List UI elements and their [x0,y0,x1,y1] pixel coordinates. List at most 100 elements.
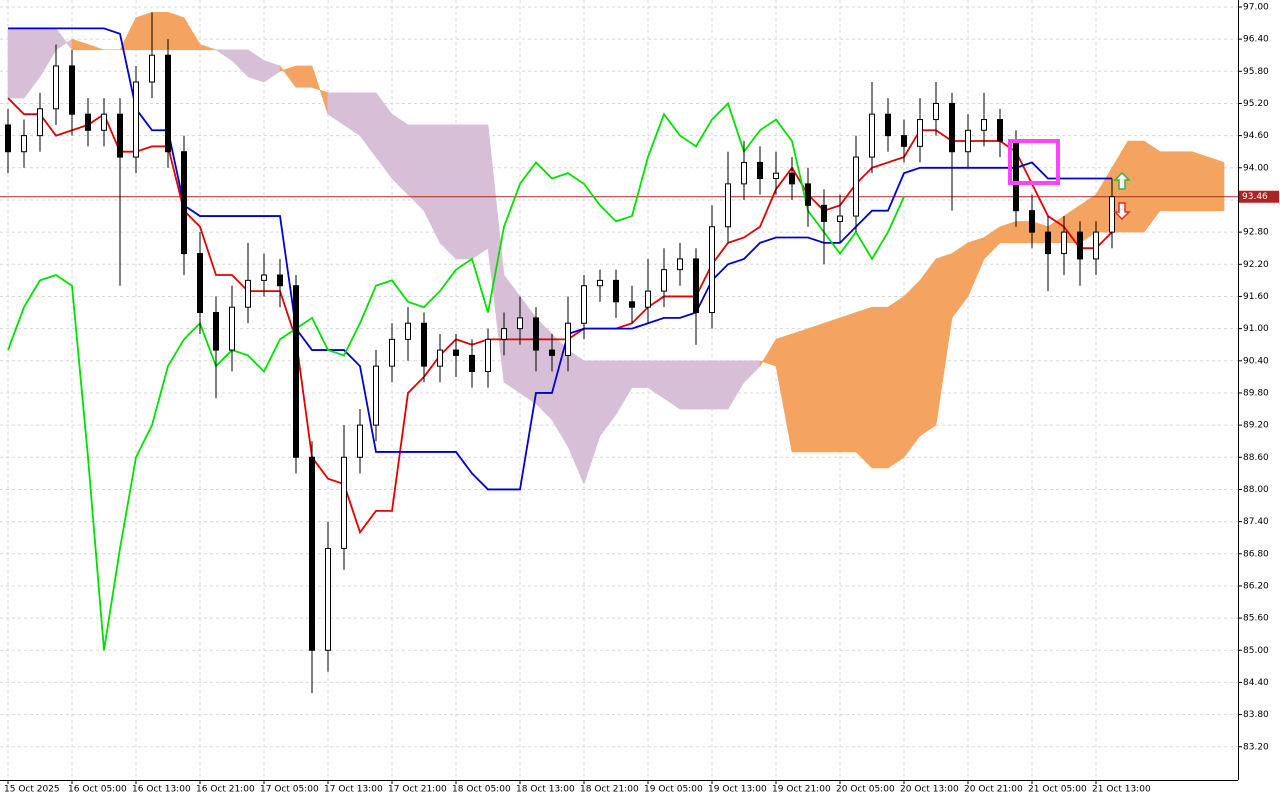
indicator-line [7,97,1113,535]
candle-body [197,253,203,314]
candle-body [453,349,459,356]
price-label-box [1239,190,1279,203]
x-tick-label: 16 Oct 05:00 [68,785,127,795]
candle-body [1061,231,1067,255]
cloud-segment [167,11,185,51]
candle-body [165,54,171,153]
cloud-segment [1127,140,1145,233]
candle-body [261,274,267,281]
y-tick-label: 88.60 [1243,453,1269,463]
x-tick-label: 17 Oct 21:00 [388,785,447,795]
candle-body [181,151,187,255]
cloud-segment [631,360,649,388]
grid [0,0,1238,780]
candle-body [133,81,139,158]
candle-body [981,119,987,131]
candle-body [69,65,75,115]
y-tick-label: 91.00 [1243,324,1269,334]
x-tick-label: 19 Oct 05:00 [644,785,703,795]
candle-body [149,54,155,83]
y-tick-label: 87.40 [1243,517,1269,527]
x-tick-label: 17 Oct 05:00 [260,785,319,795]
y-tick-label: 89.80 [1243,388,1269,398]
candle-body [213,312,219,351]
candle-body [389,338,395,367]
candle-body [357,424,363,458]
cloud-segment [87,44,105,51]
candle-body [789,172,795,185]
x-tick-label: 19 Oct 21:00 [772,785,831,795]
candle-body [373,365,379,426]
y-tick-label: 85.60 [1243,614,1269,624]
candle-body [405,322,411,340]
candle-body [1109,196,1115,233]
candle-body [677,258,683,271]
candle-body [901,135,907,147]
candle-body [837,215,843,222]
candle-body [613,279,619,303]
candle-body [1045,231,1051,255]
candle-body [277,274,283,287]
x-tick-label: 19 Oct 13:00 [708,785,767,795]
y-tick-label: 91.60 [1243,292,1269,302]
cloud-segment [903,279,921,459]
candle-body [709,226,715,314]
x-tick-label: 18 Oct 13:00 [516,785,575,795]
candle-body [629,301,635,308]
down-arrow [1113,202,1131,221]
cloud-segment [1191,151,1209,211]
candle-body [949,102,955,153]
candle-body [1077,231,1083,260]
candle-body [645,290,651,308]
cloud-segment [135,11,153,51]
price-label: 93.46 [1242,192,1268,202]
x-tick-label: 20 Oct 13:00 [900,785,959,795]
candle-body [869,113,875,158]
y-tick-label: 86.20 [1243,581,1269,591]
candle-body [1093,231,1099,260]
candle-body [821,204,827,222]
cloud-segment [439,124,457,260]
y-tick-label: 92.80 [1243,228,1269,238]
candle-body [533,317,539,351]
candle-body [341,456,347,549]
overlay [1008,139,1131,221]
candle-body [1029,210,1035,233]
candle-body [581,285,587,324]
candle-body [757,161,763,180]
x-tick-label: 20 Oct 05:00 [836,785,895,795]
y-tick-label: 88.00 [1243,485,1269,495]
candle-body [309,456,315,651]
cloud-segment [823,317,841,453]
candle-body [501,328,507,340]
cloud-segment [919,258,937,437]
indicator-lines [0,27,1238,651]
candle-body [101,113,107,131]
cloud-segment [711,360,729,410]
y-tick-label: 97.00 [1243,2,1269,12]
cloud-segment [791,328,809,453]
x-tick-label: 18 Oct 05:00 [452,785,511,795]
candle-body [725,183,731,228]
y-tick-label: 94.60 [1243,131,1269,141]
candle-body [773,172,779,180]
x-tick-label: 16 Oct 13:00 [132,785,191,795]
candle-body [117,113,123,158]
indicator-line [7,101,905,651]
y-tick-label: 84.40 [1243,678,1269,688]
cloud-segment [7,28,25,99]
y-tick-label: 95.20 [1243,99,1269,109]
candle-body [917,119,923,147]
candle-body [85,113,91,131]
y-tick-label: 94.00 [1243,163,1269,173]
y-tick-label: 89.20 [1243,421,1269,431]
candle-body [325,547,331,651]
cloud-segment [871,306,889,469]
x-tick-label: 20 Oct 21:00 [964,785,1023,795]
y-tick-label: 86.80 [1243,549,1269,559]
x-tick-label: 21 Oct 13:00 [1092,785,1151,795]
cloud-segment [887,295,905,469]
